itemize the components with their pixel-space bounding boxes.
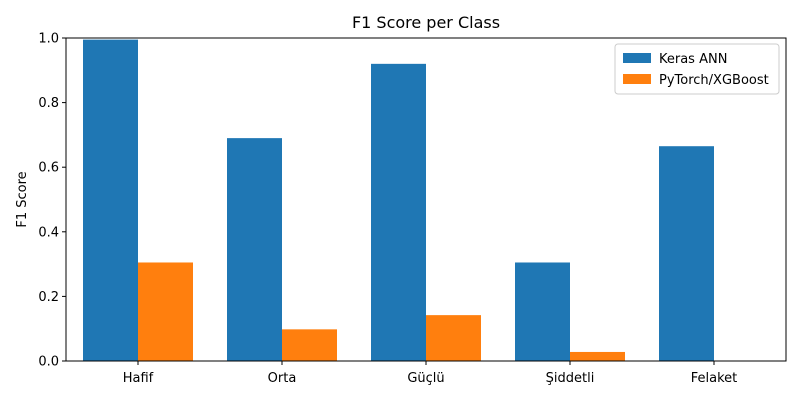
y-tick-label: 0.0 [38,355,59,370]
legend-swatch-0 [623,53,651,63]
legend-label-0: Keras ANN [659,52,727,67]
bars-group [83,39,714,362]
chart-title: F1 Score per Class [352,13,500,32]
legend-label-1: PyTorch/XGBoost [659,73,769,88]
bar-keras-1 [227,138,282,361]
y-tick-label: 0.4 [38,225,59,240]
x-tick-label: Orta [268,371,297,386]
bar-keras-0 [83,39,138,362]
bar-pytorch-0 [138,262,193,361]
bar-keras-3 [515,262,570,361]
x-tick-label: Felaket [691,371,738,386]
bar-pytorch-3 [570,351,625,361]
legend-swatch-1 [623,74,651,84]
bar-pytorch-1 [282,329,337,361]
y-tick-label: 1.0 [38,32,59,47]
y-tick-label: 0.2 [38,290,59,305]
bar-keras-4 [659,146,714,361]
axes-group: 0.0 0.2 0.4 0.6 0.8 1.0 Hafif Orta Güçlü Şiddetli… [38,32,787,386]
legend: Keras ANN PyTorch/XGBoost [614,43,780,95]
x-tick-label: Şiddetli [546,371,595,386]
x-tick-label: Hafif [123,371,154,386]
y-tick-label: 0.6 [38,161,59,176]
y-tick-label: 0.8 [38,96,59,111]
y-axis-label: F1 Score [15,171,30,227]
x-tick-label: Güçlü [407,371,444,386]
bar-keras-2 [371,63,426,362]
bar-pytorch-2 [426,315,481,361]
legend-box [614,43,780,95]
